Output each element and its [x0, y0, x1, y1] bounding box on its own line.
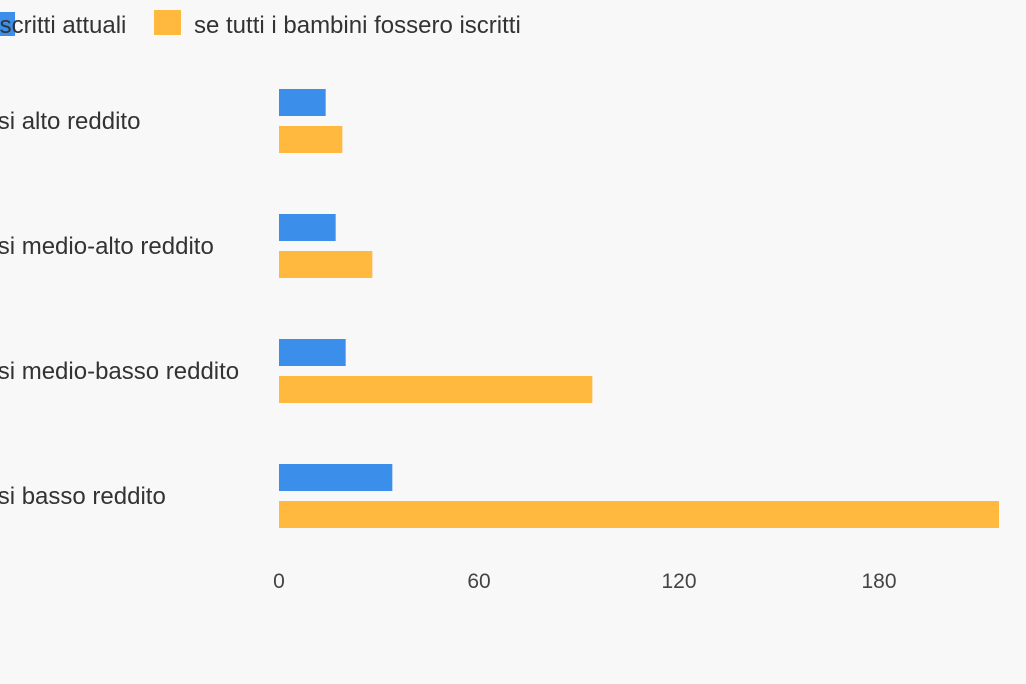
- category-label-medio-basso: Paesi medio-basso reddito: [0, 358, 239, 385]
- bar-tutti-iscritti-alto: [279, 126, 343, 153]
- legend-label-iscritti-attuali: Iscritti attuali: [0, 12, 126, 39]
- x-tick-label-60: 60: [467, 570, 490, 593]
- legend-label-tutti-iscritti: se tutti i bambini fossero iscritti: [194, 12, 521, 39]
- x-axis-ticks: 0 60 120 180: [273, 570, 896, 593]
- category-label-medio-alto: Paesi medio-alto reddito: [0, 233, 214, 260]
- bar-tutti-iscritti-medio-alto: [279, 251, 373, 278]
- category-labels: Paesi alto reddito Paesi medio-alto redd…: [0, 108, 239, 510]
- bar-tutti-iscritti-basso: [279, 501, 999, 528]
- bars: [279, 89, 999, 528]
- bar-iscritti-attuali-basso: [279, 464, 393, 491]
- x-tick-label-120: 120: [661, 570, 696, 593]
- category-label-alto: Paesi alto reddito: [0, 108, 140, 135]
- bar-tutti-iscritti-medio-basso: [279, 376, 593, 403]
- bar-iscritti-attuali-medio-alto: [279, 214, 336, 241]
- legend-swatch-tutti-iscritti: [154, 10, 181, 35]
- bar-iscritti-attuali-alto: [279, 89, 326, 116]
- bar-iscritti-attuali-medio-basso: [279, 339, 346, 366]
- x-tick-label-0: 0: [273, 570, 285, 593]
- legend-swatch-iscritti-attuali: [0, 12, 15, 36]
- x-tick-label-180: 180: [861, 570, 896, 593]
- category-label-basso: Paesi basso reddito: [0, 483, 166, 510]
- legend: Iscritti attuali se tutti i bambini foss…: [0, 10, 521, 39]
